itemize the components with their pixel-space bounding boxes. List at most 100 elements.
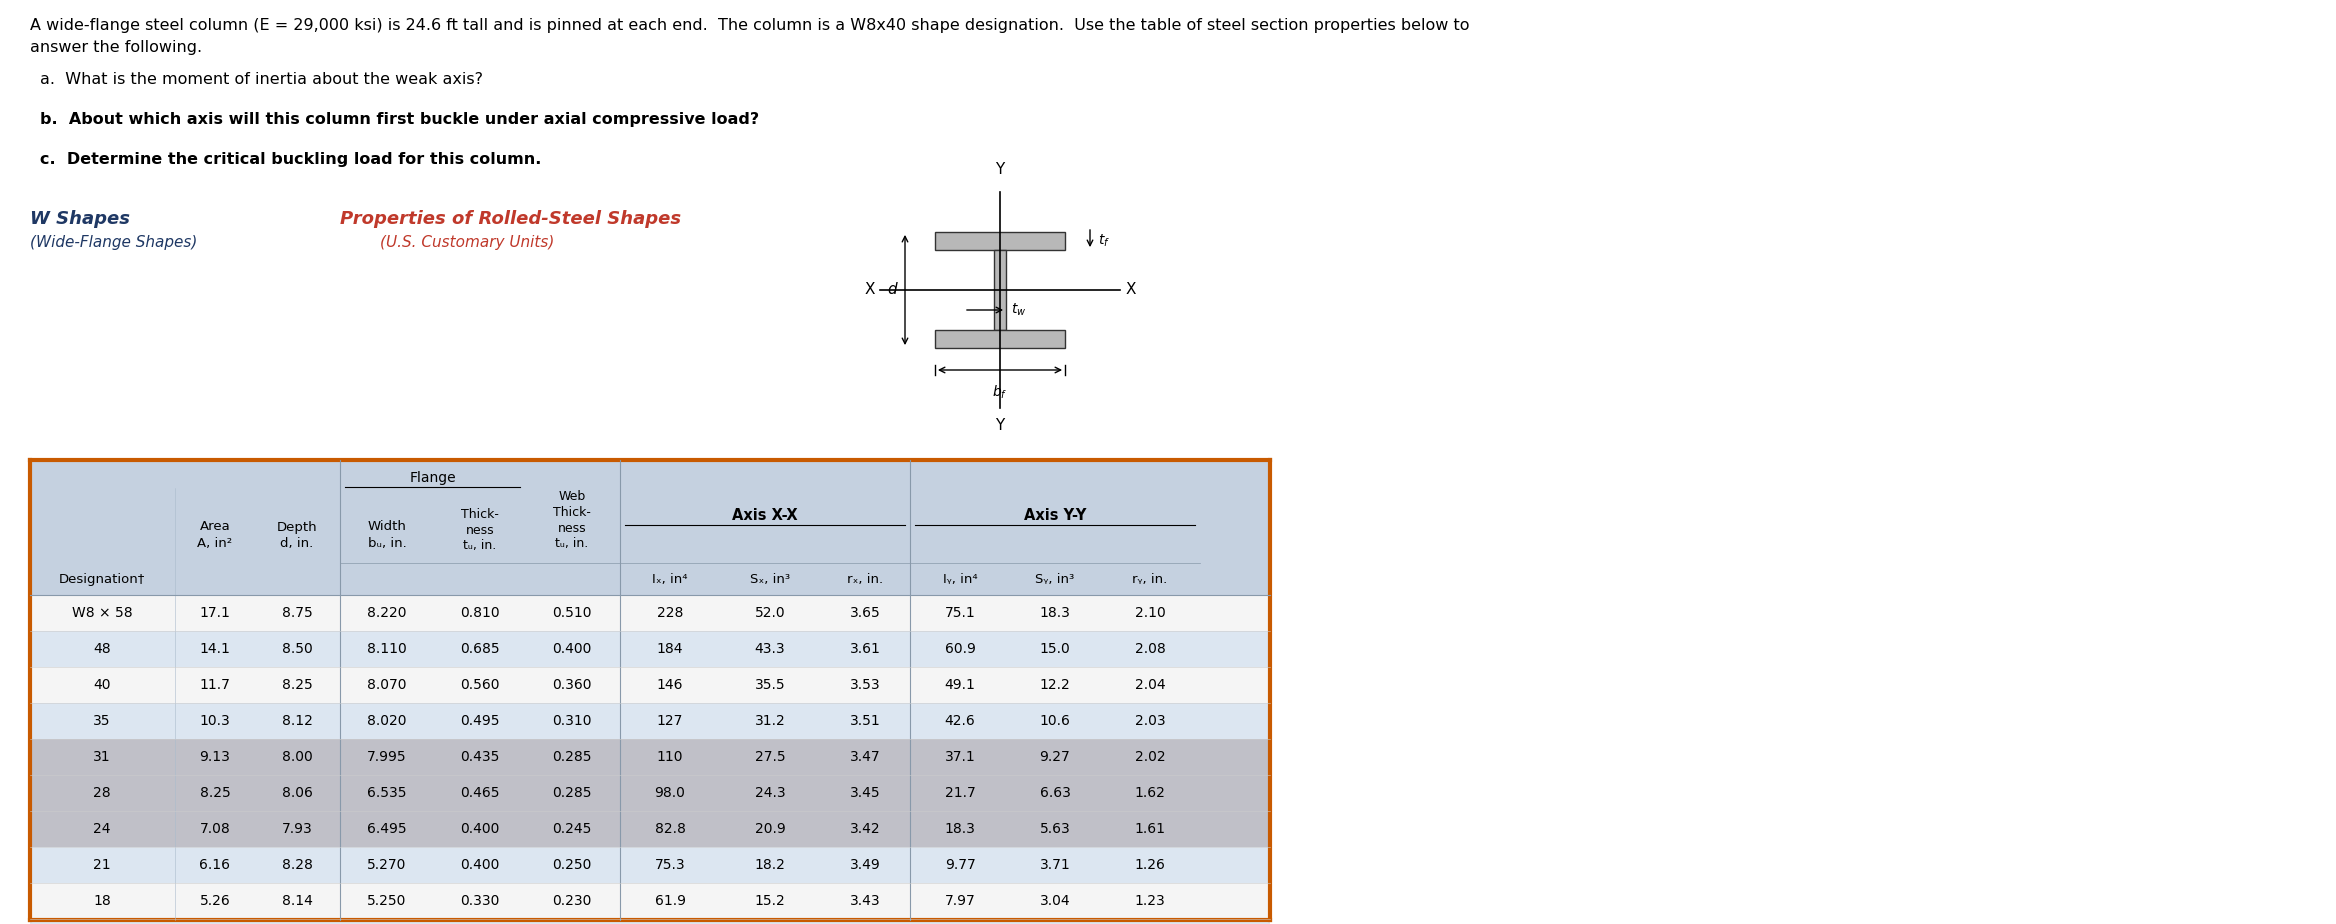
Text: 7.97: 7.97	[944, 894, 976, 908]
Text: 31: 31	[93, 750, 110, 764]
Text: 0.465: 0.465	[460, 786, 500, 800]
Text: 2.10: 2.10	[1135, 606, 1166, 620]
Text: 75.3: 75.3	[654, 858, 684, 872]
Text: W Shapes: W Shapes	[30, 210, 131, 228]
Text: 18.2: 18.2	[755, 858, 785, 872]
Text: 12.2: 12.2	[1040, 678, 1070, 692]
Text: 17.1: 17.1	[199, 606, 231, 620]
Text: 9.77: 9.77	[944, 858, 976, 872]
Text: 110: 110	[656, 750, 682, 764]
Text: X: X	[864, 283, 876, 298]
Text: 1.23: 1.23	[1135, 894, 1166, 908]
Text: 1.26: 1.26	[1135, 858, 1166, 872]
Polygon shape	[30, 703, 1271, 739]
Text: 0.400: 0.400	[460, 858, 500, 872]
Text: 1.61: 1.61	[1135, 822, 1166, 836]
Text: 27.5: 27.5	[755, 750, 785, 764]
Text: 8.070: 8.070	[367, 678, 406, 692]
Text: (Wide-Flange Shapes): (Wide-Flange Shapes)	[30, 235, 196, 250]
Text: $t_f$: $t_f$	[1098, 233, 1110, 249]
Text: b.  About which axis will this column first buckle under axial compressive load?: b. About which axis will this column fir…	[40, 112, 759, 127]
Text: 3.61: 3.61	[850, 642, 881, 656]
Polygon shape	[30, 883, 1271, 919]
Text: $t_w$: $t_w$	[1011, 302, 1026, 318]
Text: 0.285: 0.285	[551, 750, 591, 764]
Text: $b_f$: $b_f$	[993, 384, 1007, 401]
Text: Iₓ, in⁴: Iₓ, in⁴	[652, 573, 687, 586]
Text: 37.1: 37.1	[944, 750, 976, 764]
Text: d: d	[888, 283, 897, 298]
Text: 7.08: 7.08	[199, 822, 231, 836]
Text: 6.63: 6.63	[1040, 786, 1070, 800]
Text: 9.13: 9.13	[199, 750, 231, 764]
Polygon shape	[30, 667, 1271, 703]
Text: Y: Y	[995, 418, 1004, 433]
Text: 6.495: 6.495	[367, 822, 406, 836]
Text: 3.71: 3.71	[1040, 858, 1070, 872]
Text: 7.93: 7.93	[283, 822, 313, 836]
Text: 8.28: 8.28	[283, 858, 313, 872]
Text: 3.45: 3.45	[850, 786, 881, 800]
Text: 48: 48	[93, 642, 110, 656]
Text: 0.310: 0.310	[551, 714, 591, 728]
Text: 6.16: 6.16	[199, 858, 231, 872]
Text: 3.65: 3.65	[850, 606, 881, 620]
Text: W8 × 58: W8 × 58	[72, 606, 133, 620]
Text: 1.62: 1.62	[1135, 786, 1166, 800]
Text: Width
bᵤ, in.: Width bᵤ, in.	[367, 520, 406, 550]
Text: 49.1: 49.1	[944, 678, 976, 692]
Text: Properties of Rolled-Steel Shapes: Properties of Rolled-Steel Shapes	[341, 210, 682, 228]
Text: 8.12: 8.12	[283, 714, 313, 728]
Text: 228: 228	[656, 606, 682, 620]
Text: A wide-flange steel column (E = 29,000 ksi) is 24.6 ft tall and is pinned at eac: A wide-flange steel column (E = 29,000 k…	[30, 18, 1469, 33]
Polygon shape	[30, 631, 1271, 667]
Text: Y: Y	[995, 162, 1004, 177]
Text: 0.250: 0.250	[551, 858, 591, 872]
Text: 127: 127	[656, 714, 682, 728]
Text: 14.1: 14.1	[199, 642, 231, 656]
Text: 15.0: 15.0	[1040, 642, 1070, 656]
Text: 2.04: 2.04	[1135, 678, 1166, 692]
Text: Sᵧ, in³: Sᵧ, in³	[1035, 573, 1075, 586]
Text: 5.250: 5.250	[367, 894, 406, 908]
Text: 8.06: 8.06	[283, 786, 313, 800]
Text: 3.42: 3.42	[850, 822, 881, 836]
Text: Axis X-X: Axis X-X	[731, 507, 799, 522]
Text: 0.245: 0.245	[551, 822, 591, 836]
Text: 3.53: 3.53	[850, 678, 881, 692]
Text: 28: 28	[93, 786, 110, 800]
Polygon shape	[934, 232, 1065, 250]
Text: 18.3: 18.3	[1040, 606, 1070, 620]
Text: 21.7: 21.7	[944, 786, 976, 800]
Text: 5.270: 5.270	[367, 858, 406, 872]
Text: 0.685: 0.685	[460, 642, 500, 656]
Polygon shape	[30, 739, 1271, 775]
Text: Flange: Flange	[409, 471, 456, 485]
Text: Sₓ, in³: Sₓ, in³	[750, 573, 790, 586]
Text: 20.9: 20.9	[755, 822, 785, 836]
Text: 24.3: 24.3	[755, 786, 785, 800]
Text: a.  What is the moment of inertia about the weak axis?: a. What is the moment of inertia about t…	[40, 72, 484, 87]
Text: 0.510: 0.510	[551, 606, 591, 620]
Text: 10.6: 10.6	[1040, 714, 1070, 728]
Text: 3.47: 3.47	[850, 750, 881, 764]
Text: 5.63: 5.63	[1040, 822, 1070, 836]
Polygon shape	[934, 330, 1065, 348]
Text: 24: 24	[93, 822, 110, 836]
Text: 5.26: 5.26	[199, 894, 231, 908]
Text: 0.495: 0.495	[460, 714, 500, 728]
Text: 0.560: 0.560	[460, 678, 500, 692]
Text: 0.400: 0.400	[460, 822, 500, 836]
Text: 8.25: 8.25	[199, 786, 231, 800]
Text: 10.3: 10.3	[199, 714, 231, 728]
Text: 6.535: 6.535	[367, 786, 406, 800]
Text: 0.330: 0.330	[460, 894, 500, 908]
Text: rₓ, in.: rₓ, in.	[848, 573, 883, 586]
Text: 0.810: 0.810	[460, 606, 500, 620]
Text: 82.8: 82.8	[654, 822, 684, 836]
Text: c.  Determine the critical buckling load for this column.: c. Determine the critical buckling load …	[40, 152, 542, 167]
Text: 18.3: 18.3	[944, 822, 976, 836]
Text: Area
A, in²: Area A, in²	[199, 520, 234, 550]
Text: 8.220: 8.220	[367, 606, 406, 620]
Polygon shape	[30, 811, 1271, 847]
